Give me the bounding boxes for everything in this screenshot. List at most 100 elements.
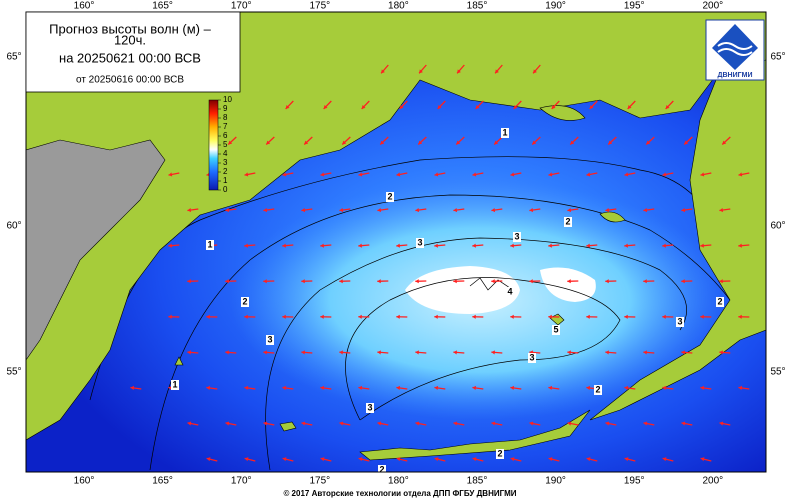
wind-arrow-head [358,385,363,391]
lat-label: 55° [6,367,21,378]
wind-arrow-head [548,314,552,319]
lat-label: 65° [6,52,21,63]
contour-label: 5 [553,324,558,334]
wind-arrow-head [206,314,210,319]
wind-arrow-head [472,457,477,462]
lon-label: 180° [388,476,409,487]
contour-label: 1 [172,379,177,389]
wind-arrow-head [263,421,268,426]
wind-arrow-head [358,172,363,177]
wind-arrow-head [529,279,533,284]
wind-arrow-head [225,421,230,426]
wind-arrow-head [643,350,647,355]
wind-arrow-head [548,457,553,462]
contour-label-bg [241,297,249,307]
wind-arrow-head [456,140,461,145]
lon-label: 175° [309,1,330,12]
map-frame [25,11,767,473]
wind-arrow-head [700,243,704,248]
contour-label: 4 [507,286,512,296]
wind-arrow-head [605,279,609,284]
contour-label: 2 [497,448,502,458]
lon-label: 190° [545,476,566,487]
wind-arrow-head [320,385,325,391]
colorbar-label: 5 [223,140,228,149]
logo-waves [717,42,753,56]
wind-arrow-head [320,457,325,462]
contour-label-bg [564,217,572,227]
wind-arrow-head [323,105,328,109]
wind-arrow-head [396,172,401,177]
wind-arrow-head [700,314,704,319]
wind-arrow-head [266,140,271,145]
colorbar-label: 10 [223,95,232,104]
contour-label-bg [206,240,214,250]
wind-arrow-head [225,279,229,284]
lon-label: 190° [545,1,566,12]
wind-arrow-head [719,208,724,213]
wind-arrow-head [472,172,477,177]
wind-arrow-head [453,421,458,426]
contour-label-bg [386,192,394,202]
wind-arrow-head [453,208,458,213]
contour-label-bg [416,238,424,248]
contour-label-bg [716,297,724,307]
wind-arrow-head [434,385,439,391]
issue-time: от 20250616 00:00 ВСВ [76,75,184,86]
colorbar-label: 3 [223,158,228,167]
colorbar-label: 1 [223,176,228,185]
wind-arrow-head [662,385,667,391]
wind-arrow-head [263,350,267,355]
wind-arrow-head [738,314,742,319]
lon-label: 200° [702,1,723,12]
lon-label: 165° [152,1,173,12]
wind-arrow-head [358,243,362,248]
wind-arrow-head [263,208,268,213]
lon-label: 165° [152,476,173,487]
wind-arrow-head [301,279,305,284]
wind-arrow-head [320,172,325,177]
wind-arrow-head [738,243,742,248]
wind-arrow-head [415,279,419,284]
wind-arrow-head [168,172,173,177]
wind-arrow-head [494,140,499,145]
title-box [25,11,241,93]
wind-arrow-head [510,385,515,391]
wind-arrow-head [339,350,343,355]
contour-label-bg [552,325,560,335]
title: Прогноз высоты волн (м) – [49,21,211,36]
lon-label: 160° [74,1,95,12]
wind-arrow-head [472,243,476,248]
wind-arrow-head [700,457,705,462]
lon-label: 170° [231,1,252,12]
wind-arrow-head [586,243,590,248]
wind-arrow-head [627,105,632,109]
wind-arrow-head [396,314,400,319]
contour-label-bg [501,128,509,138]
wind-arrow-head [491,350,495,355]
wind-arrow-head [491,279,495,284]
wind-arrow-head [320,314,324,319]
lat-label: 60° [770,221,785,232]
lat-label: 55° [770,367,785,378]
wind-arrow-head [225,208,230,213]
wind-arrow-head [605,350,609,355]
wind-arrow-head [282,314,286,319]
wind-arrow-head [285,105,290,109]
wind-arrow-head [453,279,457,284]
contour-label: 3 [267,334,272,344]
wind-arrow-head [624,243,628,248]
logo-text: ДВНИГМИ [718,72,753,79]
wind-arrow-head [586,172,591,177]
wind-arrow-head [624,457,629,462]
wind-arrow-head [608,140,613,145]
colorbar-label: 8 [223,113,228,122]
wind-arrow-head [415,208,420,213]
wind-arrow-head [434,243,438,248]
contour-label: 3 [367,402,372,412]
wind-arrow-head [244,314,248,319]
wind-arrow-head [187,350,191,355]
contour-label: 2 [387,191,392,201]
